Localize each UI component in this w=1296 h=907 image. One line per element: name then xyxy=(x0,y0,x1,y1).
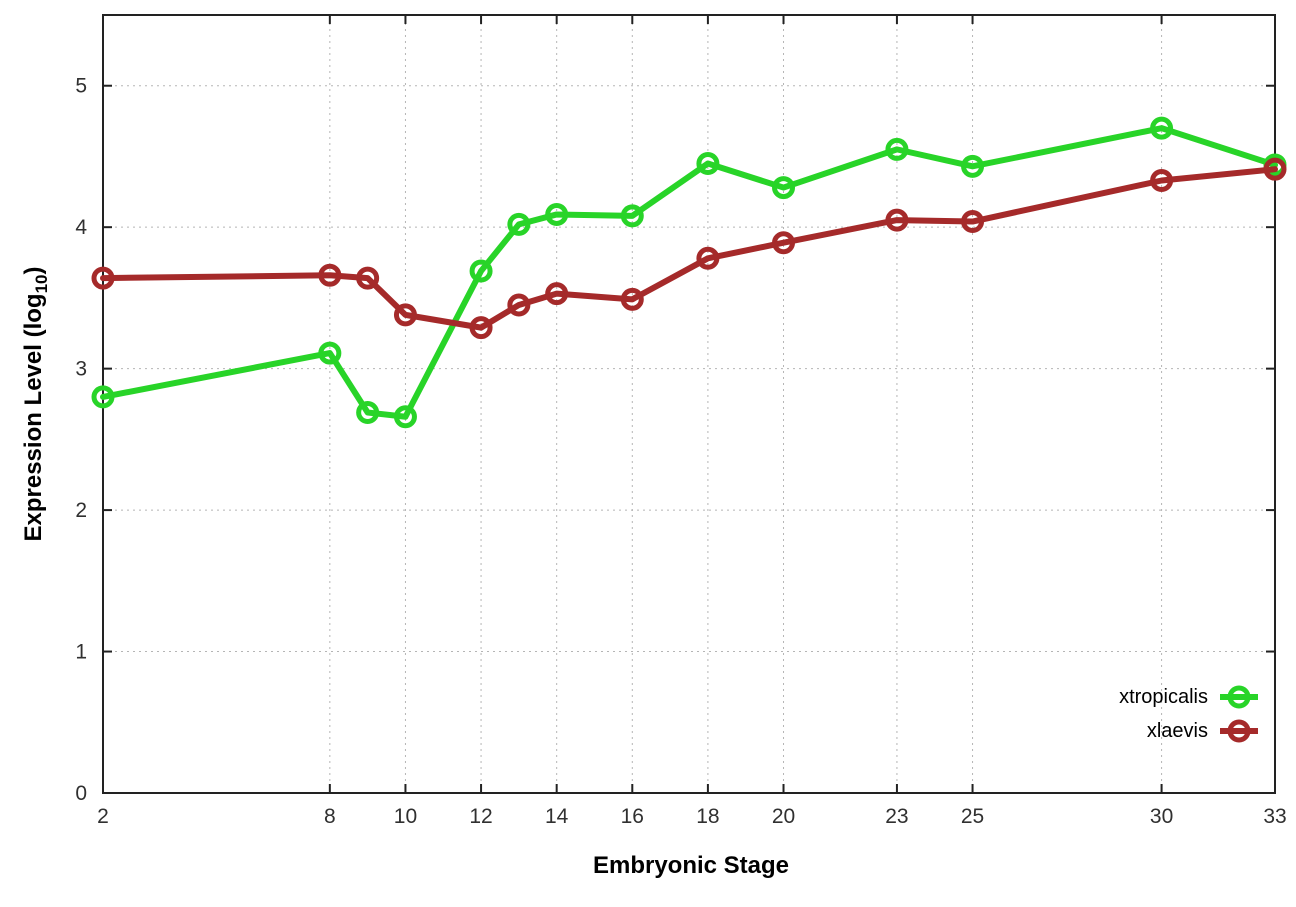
legend-marker-xlaevis xyxy=(1220,719,1258,743)
data-point-xtropicalis-30 xyxy=(1150,116,1174,140)
x-tick-label-14: 14 xyxy=(545,805,569,828)
data-point-xlaevis-25 xyxy=(961,210,985,234)
x-tick-label-33: 33 xyxy=(1263,805,1286,828)
data-point-xlaevis-33 xyxy=(1263,157,1287,181)
series-line-xlaevis xyxy=(100,166,1278,331)
y-tick-label-3: 3 xyxy=(75,358,87,381)
data-point-xlaevis-8 xyxy=(318,263,342,287)
y-tick-label-4: 4 xyxy=(75,216,87,239)
y-tick-label-5: 5 xyxy=(75,75,87,98)
data-point-xtropicalis-12 xyxy=(469,259,493,283)
plot-border xyxy=(102,14,1276,794)
x-tick-label-8: 8 xyxy=(324,805,336,828)
y-tick-label-1: 1 xyxy=(75,641,87,664)
series-xtropicalis xyxy=(91,116,1287,429)
x-axis-label: Embryonic Stage xyxy=(592,852,790,879)
y-axis-label-suffix: ) xyxy=(20,266,48,275)
data-point-xlaevis-9 xyxy=(356,266,380,290)
x-tick-label-16: 16 xyxy=(621,805,644,828)
y-axis-label: Expression Level (log10) xyxy=(20,267,52,542)
legend-label-xlaevis: xlaevis xyxy=(1146,719,1208,742)
data-point-xtropicalis-14 xyxy=(545,202,569,226)
x-tick-labels: 2 8 10 12 14 16 18 20 23 25 30 33 xyxy=(97,805,1287,828)
data-point-xtropicalis-25 xyxy=(961,154,985,178)
data-point-xlaevis-18 xyxy=(696,246,720,270)
series-line-xtropicalis xyxy=(100,125,1278,420)
x-tick-label-20: 20 xyxy=(772,805,795,828)
x-tick-label-25: 25 xyxy=(961,805,984,828)
data-point-xtropicalis-16 xyxy=(620,204,644,228)
x-tick-label-23: 23 xyxy=(885,805,908,828)
data-point-xtropicalis-20 xyxy=(772,176,796,200)
data-point-xtropicalis-2 xyxy=(91,385,115,409)
x-tick-label-10: 10 xyxy=(394,805,417,828)
x-tick-label-12: 12 xyxy=(469,805,492,828)
y-tick-label-2: 2 xyxy=(75,499,87,522)
data-point-xlaevis-20 xyxy=(772,231,796,255)
legend-marker-xtropicalis xyxy=(1220,685,1258,709)
data-point-xtropicalis-13 xyxy=(507,212,531,236)
gridlines xyxy=(103,15,1276,793)
data-point-xtropicalis-23 xyxy=(885,137,909,161)
x-tick-label-18: 18 xyxy=(696,805,719,828)
legend-row-xlaevis: xlaevis xyxy=(1119,716,1260,746)
y-axis-label-subscript: 10 xyxy=(31,274,51,294)
tick-marks xyxy=(102,15,1276,794)
data-point-xlaevis-13 xyxy=(507,293,531,317)
data-point-xlaevis-16 xyxy=(620,287,644,311)
data-point-xtropicalis-9 xyxy=(356,400,380,424)
x-tick-label-2: 2 xyxy=(97,805,109,828)
legend-row-xtropicalis: xtropicalis xyxy=(1119,682,1260,712)
legend-label-xtropicalis: xtropicalis xyxy=(1119,685,1208,708)
data-point-xtropicalis-8 xyxy=(318,341,342,365)
data-point-xlaevis-14 xyxy=(545,282,569,306)
y-axis-label-prefix: Expression Level (log xyxy=(20,293,48,542)
x-tick-label-30: 30 xyxy=(1150,805,1173,828)
data-point-xlaevis-2 xyxy=(91,266,115,290)
y-tick-labels: 0 1 2 3 4 5 xyxy=(75,75,87,805)
data-point-xlaevis-23 xyxy=(885,208,909,232)
series-xlaevis xyxy=(91,157,1287,340)
data-point-xlaevis-30 xyxy=(1150,169,1174,193)
legend: xtropicalis xlaevis xyxy=(1119,682,1260,746)
data-point-xlaevis-12 xyxy=(469,316,493,340)
data-point-xtropicalis-10 xyxy=(393,405,417,429)
y-tick-label-0: 0 xyxy=(75,782,87,805)
data-point-xtropicalis-18 xyxy=(696,152,720,176)
data-point-xlaevis-10 xyxy=(393,303,417,327)
